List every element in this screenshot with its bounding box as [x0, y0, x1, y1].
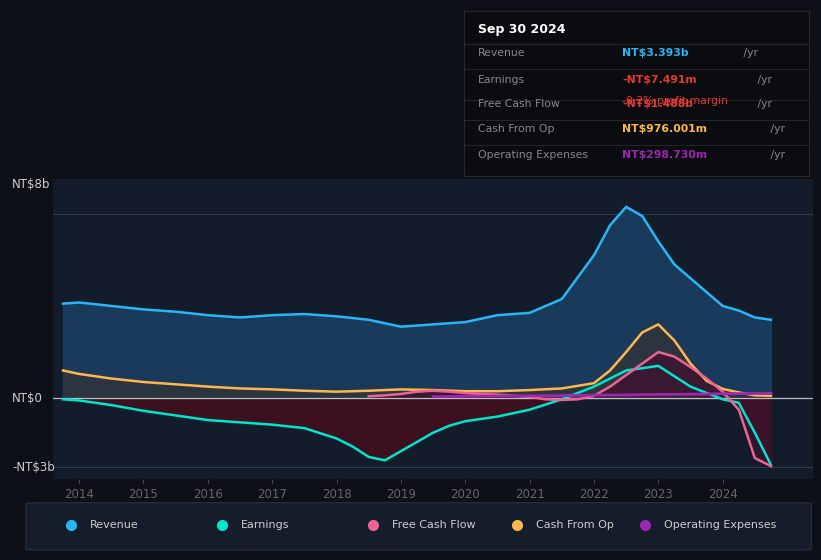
Text: Operating Expenses: Operating Expenses — [664, 520, 777, 530]
Text: NT$976.001m: NT$976.001m — [622, 124, 708, 133]
FancyBboxPatch shape — [26, 503, 811, 550]
Text: NT$298.730m: NT$298.730m — [622, 150, 708, 160]
Text: Free Cash Flow: Free Cash Flow — [478, 99, 560, 109]
Text: /yr: /yr — [767, 124, 785, 133]
Text: /yr: /yr — [741, 48, 759, 58]
Text: /yr: /yr — [754, 99, 772, 109]
Text: Cash From Op: Cash From Op — [536, 520, 613, 530]
Text: Sep 30 2024: Sep 30 2024 — [478, 23, 565, 36]
Text: Earnings: Earnings — [241, 520, 290, 530]
Text: Earnings: Earnings — [478, 75, 525, 85]
Text: NT$0: NT$0 — [12, 391, 44, 405]
Text: /yr: /yr — [767, 150, 785, 160]
Text: NT$8b: NT$8b — [12, 178, 51, 191]
Text: NT$3.393b: NT$3.393b — [622, 48, 689, 58]
Text: Operating Expenses: Operating Expenses — [478, 150, 588, 160]
Text: -NT$3b: -NT$3b — [12, 461, 55, 474]
Text: Cash From Op: Cash From Op — [478, 124, 554, 133]
Text: -NT$1.488b: -NT$1.488b — [622, 99, 694, 109]
Text: -NT$7.491m: -NT$7.491m — [622, 75, 697, 85]
Text: /yr: /yr — [754, 75, 772, 85]
Text: Revenue: Revenue — [90, 520, 139, 530]
Text: Revenue: Revenue — [478, 48, 525, 58]
Text: -0.2% profit margin: -0.2% profit margin — [622, 96, 728, 106]
Text: Free Cash Flow: Free Cash Flow — [392, 520, 476, 530]
